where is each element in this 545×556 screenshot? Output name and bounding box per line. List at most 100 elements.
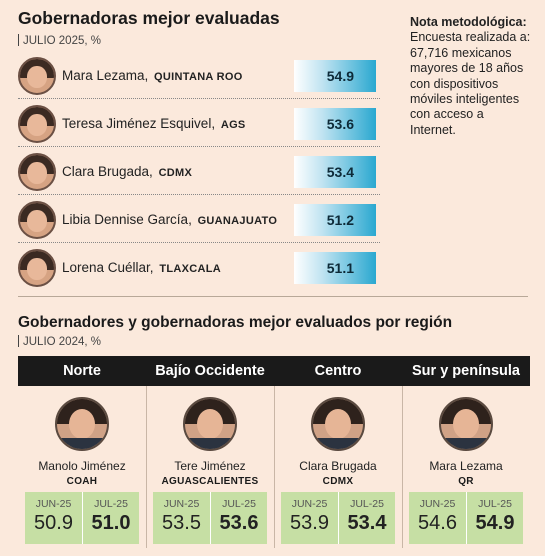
region-column: Centro Clara Brugada CDMX JUN-25 53.9 JUL-25 5… — [274, 356, 403, 548]
bar-row: Teresa Jiménez Esquivel, AGS 53.6 — [18, 102, 380, 147]
avatar — [18, 57, 56, 95]
avatar-shoulders — [313, 438, 363, 449]
note-line: móviles inteligentes — [410, 92, 520, 107]
region-column: Sur y península Mara Lezama QR JUN-25 54.6 JU… — [402, 356, 530, 548]
bar-value: 53.4 — [294, 156, 376, 188]
avatar-face — [27, 162, 47, 184]
note-heading: Nota metodológica: — [410, 15, 527, 29]
governor-name: Tere Jiménez — [174, 459, 246, 473]
bar-row: Libia Dennise García, GUANAJUATO 51.2 — [18, 198, 380, 243]
governor-name: Clara Brugada — [299, 459, 377, 473]
avatar — [55, 397, 109, 451]
score-box: JUN-25 53.9 JUL-25 53.4 — [281, 492, 395, 544]
bar-row: Clara Brugada, CDMX 53.4 — [18, 150, 380, 195]
bar-category-label: Mara Lezama, QUINTANA ROO — [62, 68, 243, 83]
methodology-note: Nota metodológica: Encuesta realizada a:… — [410, 15, 535, 138]
score-box: JUN-25 54.6 JUL-25 54.9 — [409, 492, 523, 544]
avatar-shoulders — [441, 438, 491, 449]
bar-category-label: Lorena Cuéllar, TLAXCALA — [62, 260, 221, 275]
jun-score: JUN-25 54.6 — [409, 492, 466, 544]
avatar — [311, 397, 365, 451]
avatar-face — [27, 258, 47, 280]
region-subtitle-text: JULIO 2024, % — [23, 336, 101, 348]
governor-name: Libia Dennise García, — [62, 212, 196, 227]
governor-name: Manolo Jiménez — [38, 459, 126, 473]
avatar-shoulders — [185, 438, 235, 449]
bar-value: 51.2 — [294, 204, 376, 236]
state-label: AGS — [220, 119, 246, 131]
jun-label: JUN-25 — [163, 498, 200, 510]
state-label: CDMX — [322, 476, 354, 487]
jul-score: JUL-25 51.0 — [82, 492, 139, 544]
jul-value: 53.4 — [347, 512, 387, 534]
governor-name: Mara Lezama, — [62, 68, 153, 83]
section-divider — [18, 296, 528, 297]
subtitle-marker — [18, 34, 19, 46]
avatar-face — [27, 210, 47, 232]
jun-value: 53.9 — [290, 512, 329, 534]
jul-label: JUL-25 — [222, 498, 256, 510]
chart-subtitle: JULIO 2025, % — [18, 34, 101, 47]
governor-name: Lorena Cuéllar, — [62, 260, 158, 275]
subtitle-marker — [18, 335, 19, 347]
note-line: con acceso a — [410, 107, 484, 122]
note-line: Encuesta realizada a: — [410, 30, 531, 45]
jun-value: 54.6 — [418, 512, 457, 534]
jul-label: JUL-25 — [350, 498, 384, 510]
avatar-face — [325, 409, 351, 439]
bar-value: 53.6 — [294, 108, 376, 140]
bar-value: 51.1 — [294, 252, 376, 284]
avatar — [18, 201, 56, 239]
score-box: JUN-25 50.9 JUL-25 51.0 — [25, 492, 139, 544]
bar-row: Mara Lezama, QUINTANA ROO 54.9 — [18, 54, 380, 99]
column-divider — [146, 386, 147, 548]
avatar — [183, 397, 237, 451]
jun-score: JUN-25 50.9 — [25, 492, 82, 544]
state-label: CDMX — [158, 167, 193, 179]
jul-value: 51.0 — [91, 512, 131, 534]
note-line: con dispositivos — [410, 76, 499, 91]
governor-name: Mara Lezama — [429, 459, 503, 473]
jun-label: JUN-25 — [419, 498, 456, 510]
jul-value: 54.9 — [475, 512, 515, 534]
state-label: QR — [458, 476, 474, 487]
avatar-shoulders — [57, 438, 107, 449]
region-header: Norte — [18, 356, 146, 386]
jul-label: JUL-25 — [478, 498, 512, 510]
note-line: 67,716 mexicanos — [410, 45, 512, 60]
state-label: TLAXCALA — [159, 263, 221, 275]
bar-category-label: Clara Brugada, CDMX — [62, 164, 192, 179]
jun-label: JUN-25 — [35, 498, 72, 510]
region-header: Bajío Occidente — [146, 356, 274, 386]
region-column: Bajío Occidente Tere Jiménez AGUASCALIENTE… — [146, 356, 275, 548]
bar-category-label: Teresa Jiménez Esquivel, AGS — [62, 116, 246, 131]
bar-row: Lorena Cuéllar, TLAXCALA 51.1 — [18, 246, 380, 291]
state-label: GUANAJUATO — [197, 215, 278, 227]
column-divider — [274, 386, 275, 548]
jun-value: 50.9 — [34, 512, 73, 534]
bar-value: 54.9 — [294, 60, 376, 92]
avatar — [18, 249, 56, 287]
bar-category-label: Libia Dennise García, GUANAJUATO — [62, 212, 277, 227]
region-header: Centro — [274, 356, 402, 386]
region-column: Norte Manolo Jiménez COAH JUN-25 50.9 JUL-25 5… — [18, 356, 147, 548]
jun-score: JUN-25 53.5 — [153, 492, 210, 544]
column-divider — [402, 386, 403, 548]
avatar — [439, 397, 493, 451]
note-line: Internet. — [410, 122, 456, 137]
jul-score: JUL-25 53.4 — [338, 492, 395, 544]
region-header: Sur y península — [402, 356, 530, 386]
jul-score: JUL-25 54.9 — [466, 492, 523, 544]
avatar-face — [197, 409, 223, 439]
avatar — [18, 105, 56, 143]
score-box: JUN-25 53.5 JUL-25 53.6 — [153, 492, 267, 544]
jul-value: 53.6 — [219, 512, 259, 534]
avatar-face — [27, 66, 47, 88]
state-label: COAH — [66, 476, 98, 487]
avatar-face — [69, 409, 95, 439]
jul-label: JUL-25 — [94, 498, 128, 510]
jul-score: JUL-25 53.6 — [210, 492, 267, 544]
avatar — [18, 153, 56, 191]
governor-name: Clara Brugada, — [62, 164, 157, 179]
jun-score: JUN-25 53.9 — [281, 492, 338, 544]
